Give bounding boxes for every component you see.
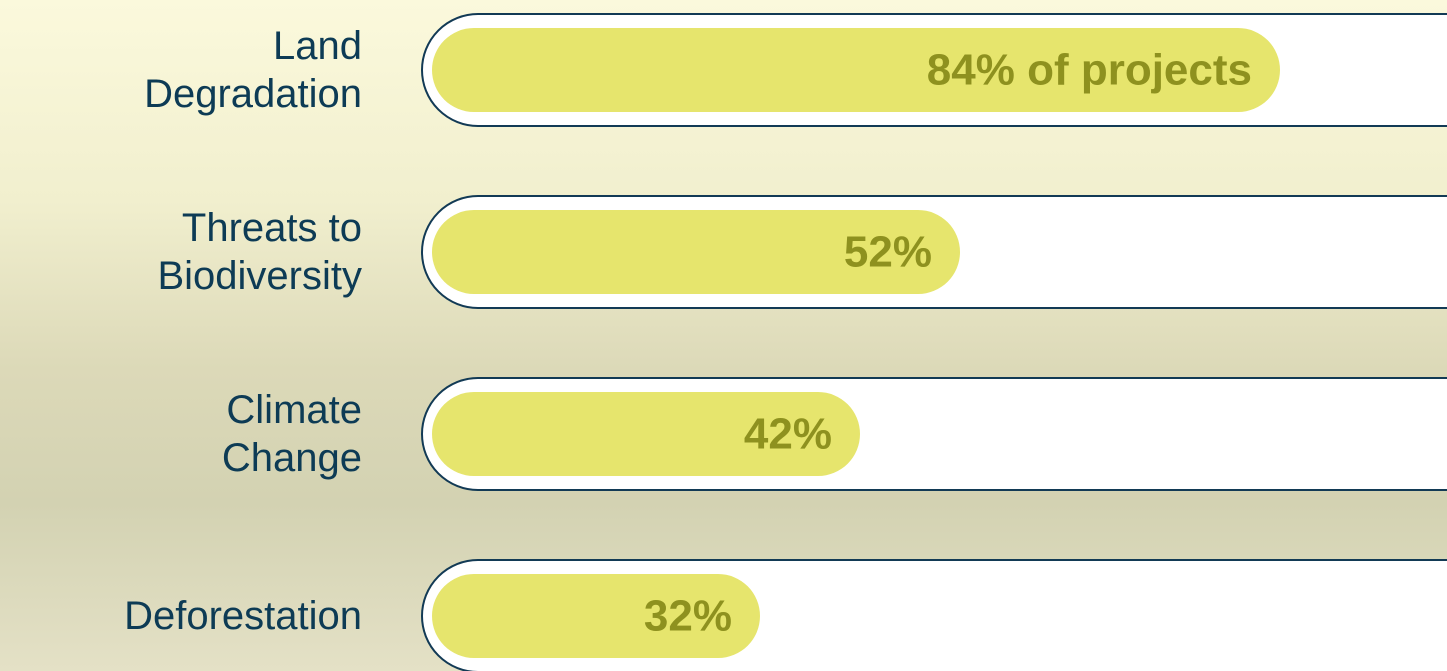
category-label: Deforestation [2,592,362,640]
value-label: 84% of projects [927,46,1252,95]
value-label: 52% [844,228,932,277]
value-label: 32% [644,592,732,641]
page: 84% of projects52%42%32% (() => { const … [0,0,1447,671]
category-label: Climate Change [2,386,362,482]
category-label: Land Degradation [2,22,362,118]
category-label: Threats to Biodiversity [2,204,362,300]
value-label: 42% [744,410,832,459]
